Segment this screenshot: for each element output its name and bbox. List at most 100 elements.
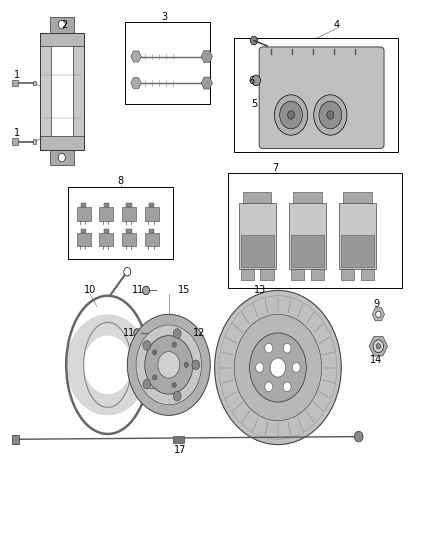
Circle shape xyxy=(145,336,193,394)
Bar xyxy=(149,203,154,207)
Circle shape xyxy=(158,352,180,378)
Circle shape xyxy=(143,379,151,389)
Text: 5: 5 xyxy=(251,99,257,109)
Text: 11: 11 xyxy=(124,328,136,338)
Polygon shape xyxy=(339,203,376,269)
Bar xyxy=(40,33,84,150)
Text: 11: 11 xyxy=(132,286,145,295)
Polygon shape xyxy=(361,269,374,280)
Circle shape xyxy=(172,382,177,387)
Text: 14: 14 xyxy=(370,354,382,365)
Circle shape xyxy=(265,343,273,353)
Text: 3: 3 xyxy=(161,12,167,22)
Circle shape xyxy=(256,363,264,372)
Bar xyxy=(149,229,154,233)
Bar xyxy=(77,207,91,221)
Circle shape xyxy=(143,383,150,392)
Circle shape xyxy=(354,431,363,442)
Text: 7: 7 xyxy=(272,163,279,173)
Circle shape xyxy=(270,358,286,377)
Wedge shape xyxy=(66,314,148,415)
Bar xyxy=(122,207,136,221)
Bar xyxy=(12,139,18,145)
Bar xyxy=(173,436,184,443)
Circle shape xyxy=(292,363,300,372)
Bar xyxy=(122,233,136,246)
Polygon shape xyxy=(243,192,272,203)
Bar xyxy=(81,229,86,233)
Polygon shape xyxy=(40,33,84,46)
Circle shape xyxy=(134,329,141,337)
Text: 8: 8 xyxy=(118,176,124,187)
Text: 10: 10 xyxy=(84,286,96,295)
Bar xyxy=(99,207,113,221)
Circle shape xyxy=(173,329,181,338)
Circle shape xyxy=(373,340,384,353)
Circle shape xyxy=(283,382,291,392)
Bar xyxy=(125,22,210,104)
Circle shape xyxy=(173,391,181,401)
Polygon shape xyxy=(73,33,84,150)
Circle shape xyxy=(319,101,342,129)
Circle shape xyxy=(288,111,294,119)
Bar xyxy=(234,38,398,152)
Circle shape xyxy=(250,333,306,402)
Text: 6: 6 xyxy=(249,77,255,86)
Bar xyxy=(104,203,109,207)
Polygon shape xyxy=(289,203,326,269)
Text: 4: 4 xyxy=(334,20,340,30)
Polygon shape xyxy=(343,192,372,203)
Bar xyxy=(81,203,86,207)
Polygon shape xyxy=(50,150,74,165)
Circle shape xyxy=(265,382,273,392)
Circle shape xyxy=(376,344,381,349)
Circle shape xyxy=(234,314,321,421)
Circle shape xyxy=(143,341,151,350)
Bar xyxy=(12,80,18,86)
Polygon shape xyxy=(261,269,274,280)
Polygon shape xyxy=(40,136,84,150)
Circle shape xyxy=(127,314,210,415)
Circle shape xyxy=(376,311,381,318)
Polygon shape xyxy=(50,17,74,33)
Circle shape xyxy=(252,75,261,86)
Bar xyxy=(127,229,132,233)
Text: 11: 11 xyxy=(132,383,145,393)
Bar xyxy=(127,203,132,207)
Circle shape xyxy=(172,342,177,348)
Circle shape xyxy=(58,20,65,29)
Text: 1: 1 xyxy=(14,127,20,138)
Polygon shape xyxy=(293,192,321,203)
Circle shape xyxy=(192,360,200,369)
Polygon shape xyxy=(311,269,324,280)
Circle shape xyxy=(58,154,65,162)
Text: 17: 17 xyxy=(173,445,186,455)
Circle shape xyxy=(152,375,157,380)
Circle shape xyxy=(124,268,131,276)
FancyBboxPatch shape xyxy=(259,47,384,149)
Circle shape xyxy=(143,286,150,295)
Polygon shape xyxy=(241,269,254,280)
Polygon shape xyxy=(291,269,304,280)
Bar xyxy=(33,81,36,85)
Bar xyxy=(68,187,173,259)
Polygon shape xyxy=(291,235,324,266)
Circle shape xyxy=(314,95,347,135)
Polygon shape xyxy=(241,235,274,266)
Bar xyxy=(145,207,159,221)
Circle shape xyxy=(184,362,188,368)
Bar xyxy=(104,229,109,233)
Text: 12: 12 xyxy=(193,328,205,338)
Circle shape xyxy=(251,36,258,45)
Bar xyxy=(12,435,19,443)
Circle shape xyxy=(275,95,307,135)
Bar xyxy=(228,173,403,288)
Text: 1: 1 xyxy=(14,70,20,80)
Text: 2: 2 xyxy=(61,20,67,30)
Bar xyxy=(33,140,36,144)
Bar xyxy=(99,233,113,246)
Circle shape xyxy=(215,290,341,445)
Circle shape xyxy=(152,350,157,355)
Text: 13: 13 xyxy=(254,286,267,295)
Text: 9: 9 xyxy=(373,298,379,309)
